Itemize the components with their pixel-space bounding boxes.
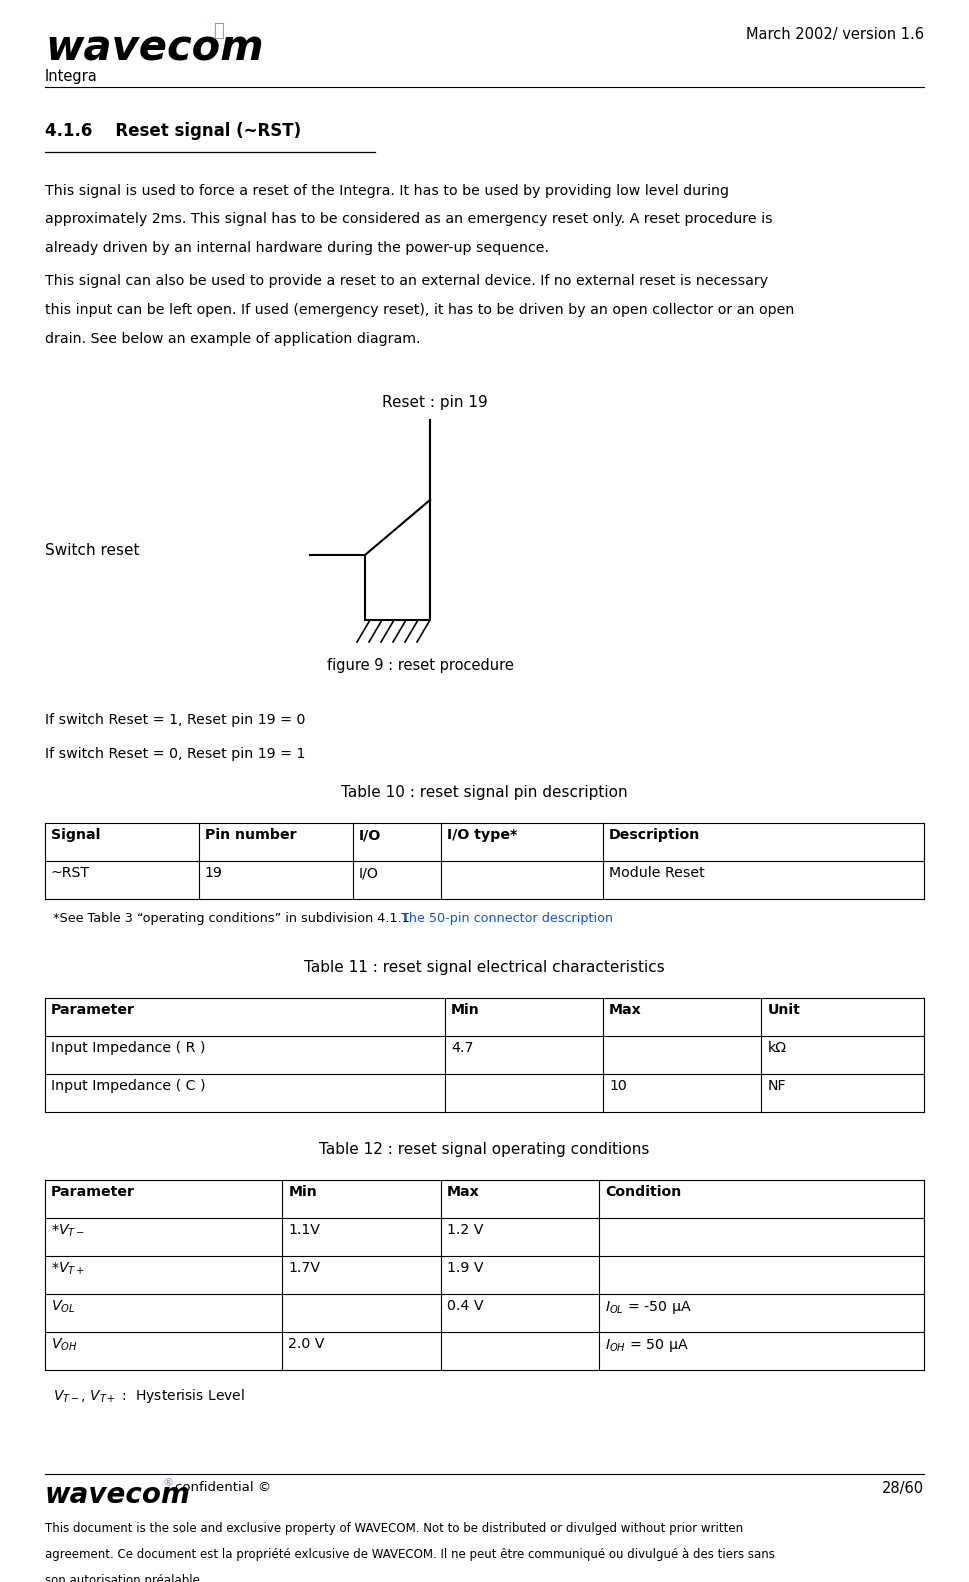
Text: $V_{OH}$: $V_{OH}$ (51, 1337, 78, 1353)
Text: Table 11 : reset signal electrical characteristics: Table 11 : reset signal electrical chara… (304, 960, 665, 975)
Text: wavecom: wavecom (45, 27, 264, 70)
Text: 19: 19 (204, 865, 223, 880)
Text: 10: 10 (610, 1079, 627, 1093)
Text: son autorisation préalable.: son autorisation préalable. (45, 1574, 203, 1582)
Text: Table 10 : reset signal pin description: Table 10 : reset signal pin description (341, 785, 628, 800)
Text: figure 9 : reset procedure: figure 9 : reset procedure (327, 658, 514, 672)
Text: Min: Min (289, 1185, 317, 1199)
Text: This document is the sole and exclusive property of WAVECOM. Not to be distribut: This document is the sole and exclusive … (45, 1522, 743, 1535)
Text: ⓦ: ⓦ (213, 22, 224, 40)
Text: Pin number: Pin number (204, 827, 297, 842)
Text: 1.9 V: 1.9 V (447, 1261, 484, 1275)
Text: Parameter: Parameter (51, 1003, 135, 1017)
Text: approximately 2ms. This signal has to be considered as an emergency reset only. : approximately 2ms. This signal has to be… (45, 212, 772, 226)
Text: If switch Reset = 1, Reset pin 19 = 0: If switch Reset = 1, Reset pin 19 = 0 (45, 713, 305, 728)
Text: *See Table 3 “operating conditions” in subdivision 4.1.1: *See Table 3 “operating conditions” in s… (53, 911, 410, 925)
Text: Reset : pin 19: Reset : pin 19 (382, 396, 487, 410)
Text: $V_{T-}$, $V_{T+}$ :  Hysterisis Level: $V_{T-}$, $V_{T+}$ : Hysterisis Level (53, 1387, 245, 1405)
Text: kΩ: kΩ (767, 1041, 787, 1055)
Text: $*V_{T-}$: $*V_{T-}$ (51, 1223, 85, 1239)
Text: Unit: Unit (767, 1003, 800, 1017)
Text: 2.0 V: 2.0 V (289, 1337, 325, 1351)
Text: $I_{OH}$ = 50 µA: $I_{OH}$ = 50 µA (605, 1337, 688, 1354)
Text: this input can be left open. If used (emergency reset), it has to be driven by a: this input can be left open. If used (em… (45, 304, 795, 316)
Text: $V_{OL}$: $V_{OL}$ (51, 1299, 76, 1315)
Text: Signal: Signal (51, 827, 101, 842)
Text: 1.2 V: 1.2 V (447, 1223, 483, 1237)
Text: Min: Min (451, 1003, 480, 1017)
Text: The 50-pin connector description: The 50-pin connector description (401, 911, 613, 925)
Text: Module Reset: Module Reset (610, 865, 704, 880)
Text: ~RST: ~RST (51, 865, 90, 880)
Text: If switch Reset = 0, Reset pin 19 = 1: If switch Reset = 0, Reset pin 19 = 1 (45, 747, 305, 761)
Text: Integra: Integra (45, 70, 98, 84)
Text: ®: ® (163, 1478, 174, 1489)
Text: 1.7V: 1.7V (289, 1261, 321, 1275)
Text: March 2002/ version 1.6: March 2002/ version 1.6 (746, 27, 924, 43)
Text: Condition: Condition (605, 1185, 681, 1199)
Text: Parameter: Parameter (51, 1185, 135, 1199)
Text: 0.4 V: 0.4 V (447, 1299, 484, 1313)
Text: agreement. Ce document est la propriété exlcusive de WAVECOM. Il ne peut être co: agreement. Ce document est la propriété … (45, 1549, 775, 1561)
Text: I/O type*: I/O type* (447, 827, 516, 842)
Text: Input Impedance ( R ): Input Impedance ( R ) (51, 1041, 205, 1055)
Text: 28/60: 28/60 (882, 1481, 924, 1497)
Text: Max: Max (447, 1185, 480, 1199)
Text: Input Impedance ( C ): Input Impedance ( C ) (51, 1079, 205, 1093)
Text: NF: NF (767, 1079, 786, 1093)
Text: confidential ©: confidential © (175, 1481, 271, 1493)
Text: This signal can also be used to provide a reset to an external device. If no ext: This signal can also be used to provide … (45, 275, 768, 288)
Text: $I_{OL}$ = -50 µA: $I_{OL}$ = -50 µA (605, 1299, 692, 1316)
Text: 1.1V: 1.1V (289, 1223, 320, 1237)
Text: $*V_{T+}$: $*V_{T+}$ (51, 1261, 85, 1277)
Text: I/O: I/O (359, 827, 381, 842)
Text: I/O: I/O (359, 865, 379, 880)
Text: Description: Description (610, 827, 701, 842)
Text: wavecom: wavecom (45, 1481, 191, 1509)
Text: drain. See below an example of application diagram.: drain. See below an example of applicati… (45, 332, 421, 345)
Text: This signal is used to force a reset of the Integra. It has to be used by provid: This signal is used to force a reset of … (45, 184, 729, 198)
Text: 4.1.6    Reset signal (~RST): 4.1.6 Reset signal (~RST) (45, 122, 301, 139)
Text: Table 12 : reset signal operating conditions: Table 12 : reset signal operating condit… (320, 1142, 649, 1156)
Text: Max: Max (610, 1003, 641, 1017)
Text: Switch reset: Switch reset (45, 543, 140, 557)
Text: 4.7: 4.7 (451, 1041, 474, 1055)
Text: already driven by an internal hardware during the power-up sequence.: already driven by an internal hardware d… (45, 240, 549, 255)
